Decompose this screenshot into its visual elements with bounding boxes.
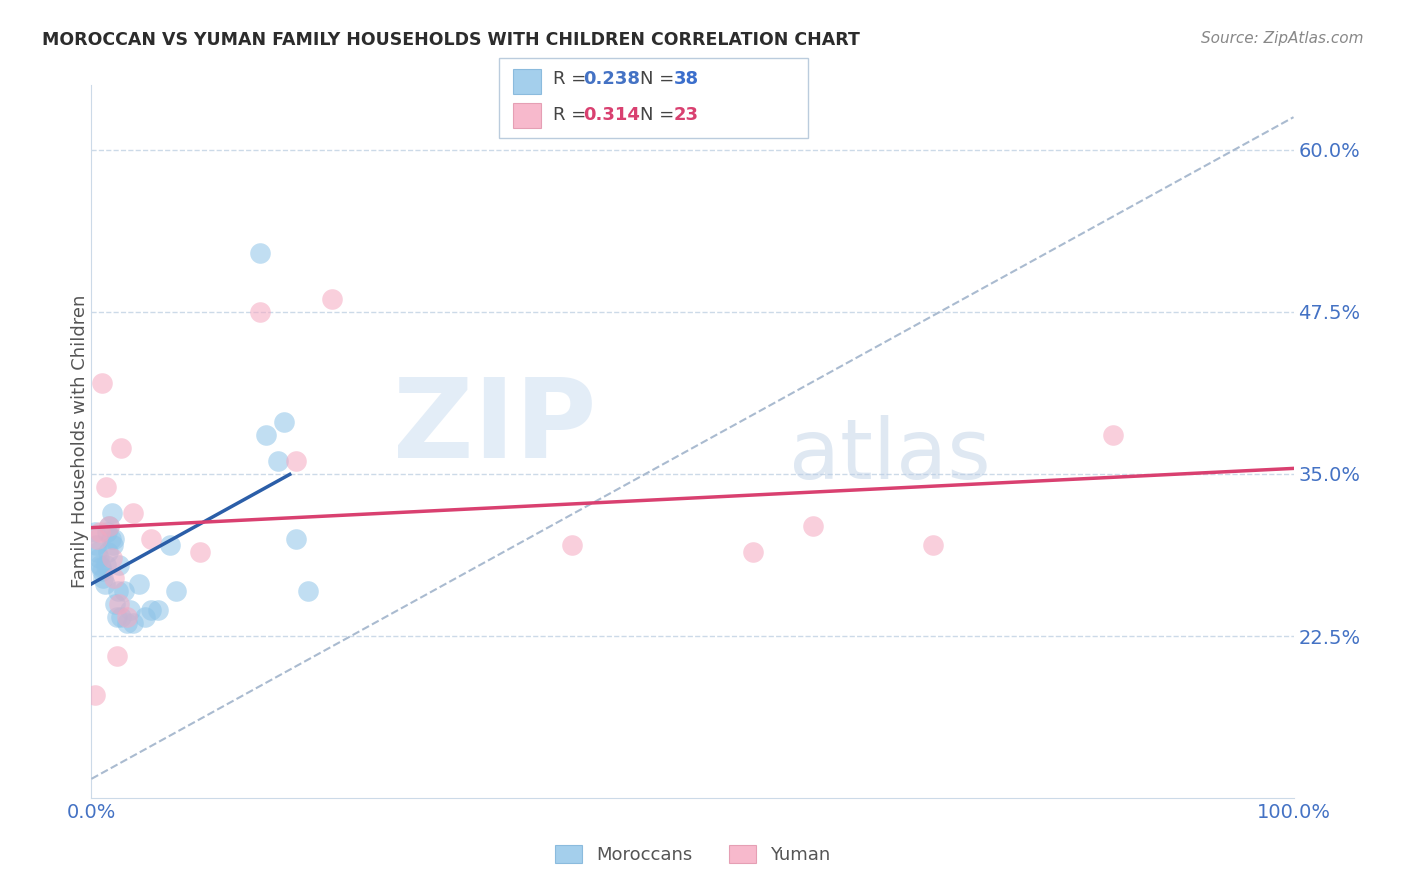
Point — [84, 525, 107, 540]
Text: 0.238: 0.238 — [583, 70, 641, 88]
Text: 0.314: 0.314 — [583, 106, 640, 124]
Point — [101, 506, 124, 520]
Point — [93, 577, 115, 591]
Point — [249, 305, 271, 319]
Point — [122, 616, 145, 631]
Point — [104, 597, 127, 611]
Point — [97, 545, 120, 559]
Point — [801, 519, 824, 533]
Point — [98, 519, 121, 533]
Point — [254, 428, 277, 442]
Point — [141, 532, 163, 546]
Legend: Moroccans, Yuman: Moroccans, Yuman — [547, 838, 838, 871]
Point — [561, 538, 583, 552]
Point — [321, 292, 343, 306]
Text: ZIP: ZIP — [392, 374, 596, 481]
Point — [101, 551, 124, 566]
Point — [297, 583, 319, 598]
Text: N =: N = — [640, 70, 679, 88]
Y-axis label: Family Households with Children: Family Households with Children — [72, 295, 89, 588]
Point — [108, 558, 131, 572]
Point — [284, 454, 307, 468]
Point — [141, 603, 163, 617]
Point — [118, 603, 141, 617]
Point — [86, 532, 108, 546]
Text: R =: R = — [553, 70, 592, 88]
Point — [146, 603, 169, 617]
Point — [1102, 428, 1125, 442]
Point — [128, 577, 150, 591]
Point — [249, 246, 271, 260]
Point — [188, 545, 211, 559]
Point — [101, 538, 124, 552]
Point — [117, 609, 139, 624]
Point — [122, 506, 145, 520]
Point — [91, 564, 114, 578]
Point — [89, 525, 111, 540]
Point — [103, 532, 125, 546]
Point — [93, 571, 115, 585]
Point — [100, 532, 122, 546]
Point — [165, 583, 187, 598]
Text: MOROCCAN VS YUMAN FAMILY HOUSEHOLDS WITH CHILDREN CORRELATION CHART: MOROCCAN VS YUMAN FAMILY HOUSEHOLDS WITH… — [42, 31, 860, 49]
Text: atlas: atlas — [789, 416, 990, 496]
Text: R =: R = — [553, 106, 592, 124]
Point — [105, 609, 128, 624]
Point — [105, 648, 128, 663]
Point — [103, 571, 125, 585]
Point — [112, 583, 135, 598]
Point — [284, 532, 307, 546]
Point — [741, 545, 763, 559]
Point — [159, 538, 181, 552]
Point — [84, 688, 107, 702]
Point — [89, 558, 111, 572]
Text: 23: 23 — [673, 106, 699, 124]
Point — [94, 558, 117, 572]
Point — [267, 454, 290, 468]
Point — [86, 545, 108, 559]
Point — [107, 583, 129, 598]
Point — [90, 560, 112, 574]
Point — [108, 597, 131, 611]
Point — [94, 480, 117, 494]
Point — [98, 519, 121, 533]
Text: N =: N = — [640, 106, 679, 124]
Point — [273, 415, 295, 429]
Point — [134, 609, 156, 624]
Point — [110, 609, 132, 624]
Text: Source: ZipAtlas.com: Source: ZipAtlas.com — [1201, 31, 1364, 46]
Text: 38: 38 — [673, 70, 699, 88]
Point — [110, 441, 132, 455]
Point — [922, 538, 945, 552]
Point — [87, 551, 110, 566]
Point — [117, 616, 139, 631]
Point — [96, 525, 118, 540]
Point — [84, 538, 107, 552]
Point — [91, 376, 114, 391]
